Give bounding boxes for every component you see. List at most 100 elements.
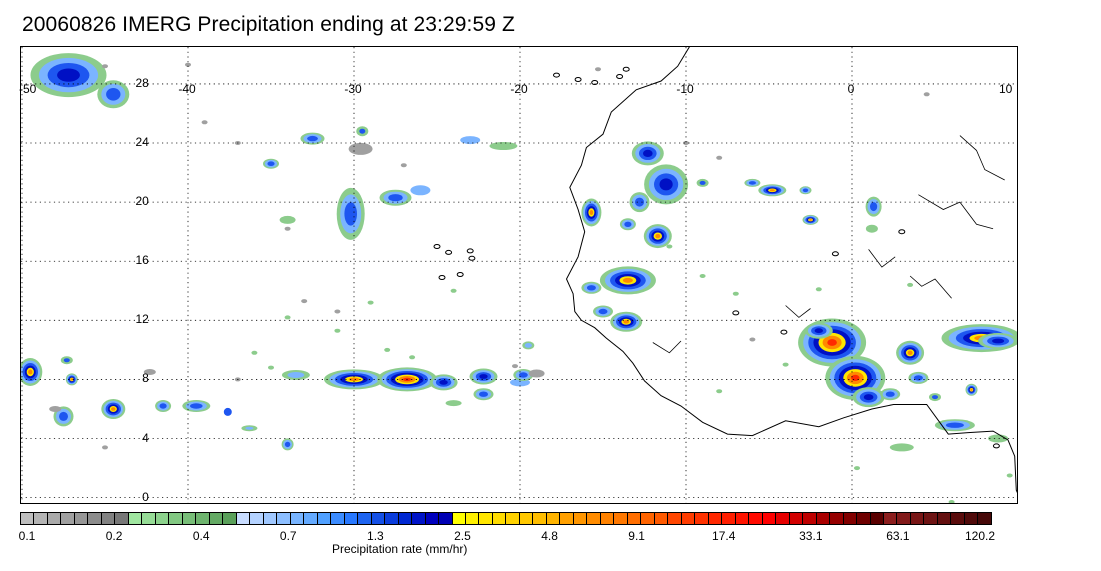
latitude-label: 4 xyxy=(142,430,149,445)
colorbar-cell xyxy=(223,513,237,524)
colorbar-tick-label: 33.1 xyxy=(799,529,823,543)
precip-cell xyxy=(913,375,923,381)
colorbar-cell xyxy=(546,513,561,524)
precip-cell xyxy=(450,288,457,293)
latitude-label: 0 xyxy=(142,489,149,504)
precip-cell xyxy=(923,92,930,97)
colorbar-cell xyxy=(668,513,682,524)
precip-cell xyxy=(143,369,156,375)
colorbar-cell xyxy=(533,513,547,524)
precip-cell xyxy=(589,210,594,215)
colorbar-tick-label: 17.4 xyxy=(712,529,736,543)
precip-cell xyxy=(63,358,70,363)
colorbar-cell xyxy=(250,513,264,524)
colorbar-tick-label: 2.5 xyxy=(454,529,471,543)
precip-cell xyxy=(716,389,723,394)
precip-cell xyxy=(643,149,653,157)
precip-cell xyxy=(655,233,661,239)
precip-cell xyxy=(367,300,374,305)
island-outline xyxy=(468,255,476,261)
precip-cell xyxy=(460,136,481,145)
precip-cell xyxy=(479,391,488,397)
colorbar-cell xyxy=(34,513,48,524)
latitude-label: 16 xyxy=(135,253,149,268)
latitude-label: 12 xyxy=(135,312,149,327)
colorbar-cell xyxy=(169,513,183,524)
precip-cell xyxy=(267,161,275,166)
precip-cell xyxy=(489,142,518,150)
inland-water-outline xyxy=(959,135,1005,181)
colorbar-cell xyxy=(128,513,143,524)
precip-cell xyxy=(111,407,116,411)
colorbar-cell xyxy=(762,513,777,524)
precip-cell xyxy=(814,328,823,334)
colorbar-cell xyxy=(910,513,925,524)
island-outline xyxy=(992,443,1000,449)
island-outline xyxy=(433,244,441,249)
colorbar-cell xyxy=(236,513,251,524)
colorbar-cell xyxy=(722,513,736,524)
precip-cell xyxy=(334,309,341,314)
precip-cell xyxy=(524,343,532,348)
colorbar-cell xyxy=(47,513,62,524)
island-outline xyxy=(456,272,464,277)
precip-cell xyxy=(284,315,291,320)
colorbar-cell xyxy=(74,513,89,524)
island-outline xyxy=(616,74,624,79)
colorbar-cell xyxy=(627,513,642,524)
precip-cell xyxy=(863,394,874,401)
precip-cell xyxy=(885,391,895,397)
island-outline xyxy=(445,249,453,255)
precip-cell xyxy=(159,403,167,409)
colorbar-cell xyxy=(331,513,345,524)
precip-cell xyxy=(348,142,373,155)
precipitation-field xyxy=(21,53,1017,503)
colorbar-cell xyxy=(884,513,898,524)
precip-cell xyxy=(1006,473,1013,478)
island-outline xyxy=(780,329,788,335)
colorbar-cell xyxy=(385,513,399,524)
precip-cell xyxy=(400,163,407,168)
precip-cell xyxy=(49,406,62,412)
precip-cell xyxy=(683,141,689,145)
colorbar-tick-label: 1.3 xyxy=(367,529,384,543)
coastline xyxy=(433,47,1017,493)
island-outline xyxy=(732,310,740,316)
colorbar-cell xyxy=(708,513,723,524)
colorbar-cell xyxy=(479,513,493,524)
precip-cell xyxy=(782,362,789,367)
precip-cell xyxy=(992,338,1005,344)
precip-cell xyxy=(445,400,462,407)
colorbar-cell xyxy=(830,513,844,524)
longitude-label: -40 xyxy=(178,82,196,96)
precip-cell xyxy=(409,355,416,360)
precip-cell xyxy=(854,466,860,471)
colorbar-cell xyxy=(560,513,574,524)
colorbar-cell xyxy=(614,513,628,524)
colorbar-cell xyxy=(465,513,480,524)
precip-cell xyxy=(889,443,914,452)
precip-cell xyxy=(344,202,358,226)
precip-cell xyxy=(410,185,431,196)
longitude-label: -50 xyxy=(19,82,37,96)
precip-cell xyxy=(70,378,73,381)
inland-water-outline xyxy=(785,305,811,318)
island-outline xyxy=(438,275,446,280)
precip-cell xyxy=(865,224,878,233)
colorbar-cell xyxy=(587,513,601,524)
colorbar-tick-label: 63.1 xyxy=(886,529,910,543)
precip-cell xyxy=(102,445,108,450)
colorbar-tick-label: 4.8 xyxy=(541,529,558,543)
colorbar-cell xyxy=(789,513,804,524)
precip-cell xyxy=(479,374,488,379)
precip-cell xyxy=(57,68,80,82)
colorbar-cell xyxy=(452,513,466,524)
africa-coastline xyxy=(565,47,1017,493)
precip-cell xyxy=(245,426,254,430)
colorbar-cell xyxy=(88,513,102,524)
island-outline xyxy=(898,229,906,235)
colorbar-cell xyxy=(277,513,291,524)
colorbar-cell xyxy=(196,513,210,524)
precip-cell xyxy=(28,369,33,375)
colorbar-cell xyxy=(371,513,386,524)
